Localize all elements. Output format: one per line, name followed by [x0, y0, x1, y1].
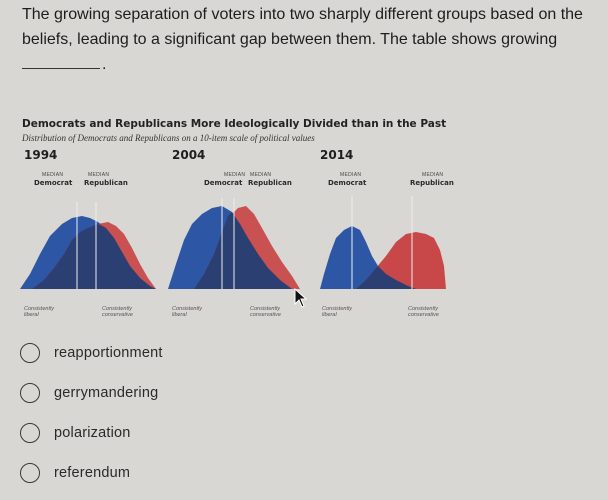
republican-label: Republican — [410, 179, 454, 187]
axis-conservative-label: Consistently conservative — [102, 306, 133, 318]
democrat-area — [320, 226, 416, 289]
republican-label: Republican — [84, 179, 128, 187]
republican-median-label: MEDIAN — [88, 172, 110, 178]
democrat-median-label: MEDIAN — [340, 172, 362, 178]
option-label: polarization — [54, 425, 131, 441]
figure-subtitle: Distribution of Democrats and Republican… — [22, 133, 315, 143]
option-label: gerrymandering — [54, 385, 159, 401]
axis-liberal-label: Consistently liberal — [322, 306, 352, 318]
democrat-label: Democrat — [328, 179, 367, 187]
option-reapportionment[interactable]: reapportionment — [20, 340, 320, 366]
panel-year: 2014 — [320, 148, 354, 162]
distribution-area-1994 — [20, 202, 156, 289]
figure-title: Democrats and Republicans More Ideologic… — [22, 118, 447, 130]
arrow-pointer-icon — [294, 288, 308, 308]
democrat-median-label: MEDIAN — [42, 172, 64, 178]
blank-period: . — [102, 56, 107, 73]
radio-button[interactable] — [20, 423, 40, 443]
axis-liberal-label: Consistently liberal — [172, 306, 202, 318]
democrat-median-label: MEDIAN — [224, 172, 246, 178]
democrat-label: Democrat — [204, 179, 243, 187]
axis-liberal-label: Consistently liberal — [24, 306, 54, 318]
distribution-area-2014 — [320, 196, 446, 289]
republican-median-label: MEDIAN — [422, 172, 444, 178]
option-label: referendum — [54, 465, 131, 481]
axis-conservative-label: Consistently conservative — [250, 306, 281, 318]
question-line-2: beliefs, leading to a significant gap be… — [22, 31, 558, 48]
republican-median-label: MEDIAN — [250, 172, 272, 178]
question-text: The growing separation of voters into tw… — [22, 2, 608, 77]
option-referendum[interactable]: referendum — [20, 460, 320, 486]
distribution-area-2004 — [168, 198, 300, 289]
answer-blank — [22, 68, 100, 69]
overlap-area — [356, 266, 416, 289]
panel-2014: 2014 MEDIAN MEDIAN Democrat Republican C… — [316, 148, 461, 328]
panel-2004: 2004 MEDIAN MEDIAN Democrat Republican C… — [168, 148, 313, 328]
radio-button[interactable] — [20, 463, 40, 483]
axis-conservative-label: Consistently conservative — [408, 306, 439, 318]
option-label: reapportionment — [54, 345, 163, 361]
radio-button[interactable] — [20, 383, 40, 403]
republican-label: Republican — [248, 179, 292, 187]
option-gerrymandering[interactable]: gerrymandering — [20, 380, 320, 406]
panel-1994: 1994 MEDIAN MEDIAN Democrat Republican C… — [20, 148, 165, 328]
overlap-area — [194, 212, 292, 289]
radio-button[interactable] — [20, 343, 40, 363]
panel-year: 2004 — [172, 148, 206, 162]
panel-year: 1994 — [24, 148, 58, 162]
ideology-figure: Democrats and Republicans More Ideologic… — [20, 118, 470, 328]
overlap-area — [32, 224, 156, 289]
democrat-label: Democrat — [34, 179, 73, 187]
question-line-1: The growing separation of voters into tw… — [22, 6, 583, 23]
option-polarization[interactable]: polarization — [20, 420, 320, 446]
